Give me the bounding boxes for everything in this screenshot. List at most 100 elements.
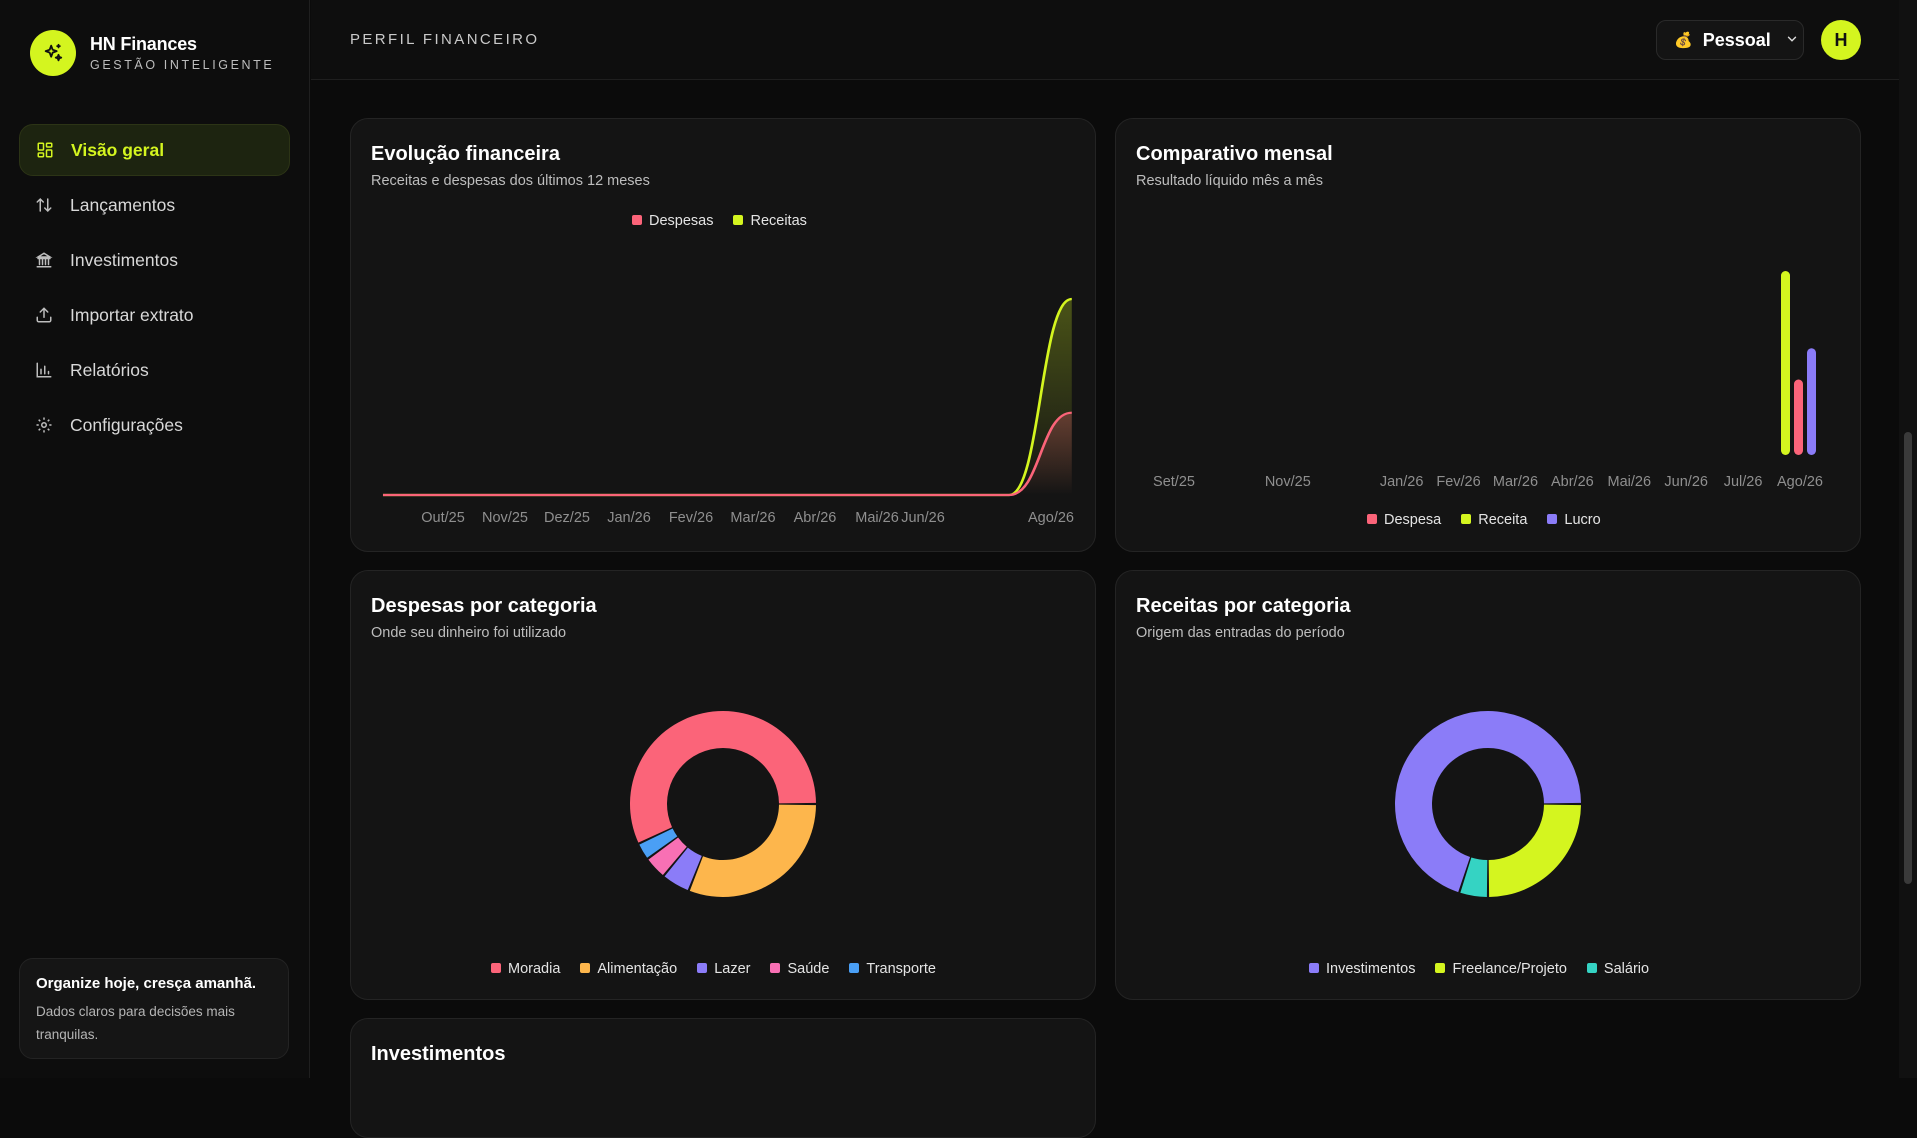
sidebar: HN Finances GESTÃO INTELIGENTE Visão ger…: [0, 0, 310, 1078]
legend-item-receitas[interactable]: Receitas: [733, 213, 807, 229]
slice-freelance-projeto: [1488, 804, 1581, 897]
x-tick-label: Jul/26: [1724, 474, 1763, 490]
legend-label: Alimentação: [597, 961, 678, 977]
sidebar-item-label: Relatórios: [70, 359, 149, 380]
scrollbar-thumb[interactable]: [1904, 432, 1912, 884]
legend-label: Receitas: [750, 213, 807, 229]
bar-despesa: [1794, 379, 1803, 455]
legend-item-despesas[interactable]: Despesas: [632, 213, 713, 229]
profile-select-value: Pessoal: [1702, 29, 1771, 50]
page-scrollbar[interactable]: [1899, 0, 1917, 1078]
chart-legend: Investimentos Freelance/Projeto Salário: [1309, 961, 1649, 977]
receitas-donut-chart: [1395, 711, 1581, 897]
bar-receita: [1781, 271, 1790, 455]
sidebar-item-label: Importar extrato: [70, 304, 194, 325]
card-title: Investimentos: [371, 1043, 506, 1065]
bar-chart-icon: [34, 360, 54, 380]
legend-label: Saúde: [787, 961, 830, 977]
legend-label: Transporte: [866, 961, 936, 977]
legend-item-freelance[interactable]: Freelance/Projeto: [1435, 961, 1567, 977]
sidebar-nav: Visão geral Lançamentos Investimentos Im…: [19, 124, 290, 454]
brand[interactable]: HN Finances GESTÃO INTELIGENTE: [30, 30, 274, 76]
receitas-card: Receitas por categoria Origem das entrad…: [1115, 570, 1861, 1000]
grid-icon: [35, 140, 55, 160]
card-subtitle: Onde seu dinheiro foi utilizado: [371, 625, 567, 641]
upload-icon: [34, 305, 54, 325]
arrows-updown-icon: [34, 195, 54, 215]
legend-item-investimentos[interactable]: Investimentos: [1309, 961, 1415, 977]
x-tick-label: Mar/26: [730, 510, 775, 526]
legend-item-moradia[interactable]: Moradia: [491, 961, 560, 977]
sidebar-item-visao-geral[interactable]: Visão geral: [19, 124, 290, 176]
page-title: PERFIL FINANCEIRO: [350, 31, 540, 48]
legend-label: Despesa: [1384, 512, 1442, 528]
legend-item-receita[interactable]: Receita: [1461, 512, 1527, 528]
slice-transporte: [639, 828, 678, 858]
gear-icon: [34, 415, 54, 435]
legend-label: Moradia: [508, 961, 561, 977]
legend-label: Lucro: [1564, 512, 1601, 528]
series-line-receitas: [382, 297, 1073, 497]
brand-name: HN Finances: [90, 34, 197, 54]
chart-legend: Despesa Receita Lucro: [1367, 512, 1601, 528]
x-tick-label: Dez/25: [544, 510, 590, 526]
card-title: Evolução financeira: [371, 143, 560, 165]
x-tick-label: Fev/26: [1436, 474, 1480, 490]
legend-label: Investimentos: [1326, 961, 1416, 977]
chart-legend: Despesas Receitas: [632, 213, 807, 229]
x-tick-label: Abr/26: [794, 510, 837, 526]
slice-alimenta-o: [689, 804, 816, 897]
legend-item-alimentacao[interactable]: Alimentação: [580, 961, 677, 977]
card-title: Receitas por categoria: [1136, 595, 1351, 617]
profile-select[interactable]: 💰 Pessoal: [1656, 20, 1804, 60]
investimentos-card: Investimentos: [350, 1018, 1096, 1138]
card-title: Despesas por categoria: [371, 595, 597, 617]
legend-item-lucro[interactable]: Lucro: [1547, 512, 1601, 528]
sidebar-item-investimentos[interactable]: Investimentos: [19, 234, 290, 286]
x-tick-label: Mar/26: [1493, 474, 1538, 490]
legend-item-lazer[interactable]: Lazer: [697, 961, 750, 977]
x-tick-label: Nov/25: [1265, 474, 1311, 490]
promo-title: Organize hoje, cresça amanhã.: [36, 975, 257, 992]
bank-icon: [34, 250, 54, 270]
legend-item-transporte[interactable]: Transporte: [849, 961, 936, 977]
sidebar-item-label: Investimentos: [70, 249, 178, 270]
sidebar-item-configuracoes[interactable]: Configurações: [19, 399, 290, 451]
x-tick-label: Set/25: [1153, 474, 1195, 490]
x-tick-label: Out/25: [421, 510, 465, 526]
x-tick-label: Mai/26: [1608, 474, 1652, 490]
x-tick-label: Mai/26: [855, 510, 899, 526]
x-tick-label: Abr/26: [1551, 474, 1594, 490]
sidebar-item-relatorios[interactable]: Relatórios: [19, 344, 290, 396]
legend-label: Lazer: [714, 961, 751, 977]
legend-item-despesa[interactable]: Despesa: [1367, 512, 1441, 528]
x-tick-label: Ago/26: [1028, 510, 1074, 526]
slice-sal-rio: [1460, 857, 1488, 897]
brand-tagline: GESTÃO INTELIGENTE: [90, 58, 275, 72]
x-tick-label: Jun/26: [1664, 474, 1708, 490]
series-line-despesas: [382, 411, 1073, 497]
legend-label: Freelance/Projeto: [1452, 961, 1567, 977]
series-area-receitas: [382, 299, 1072, 495]
x-tick-label: Ago/26: [1777, 474, 1823, 490]
card-subtitle: Origem das entradas do período: [1136, 625, 1345, 641]
evolucao-card: Evolução financeira Receitas e despesas …: [350, 118, 1096, 552]
x-tick-label: Jan/26: [607, 510, 651, 526]
legend-label: Receita: [1478, 512, 1528, 528]
sidebar-item-label: Lançamentos: [70, 194, 176, 215]
sidebar-item-label: Configurações: [70, 414, 183, 435]
card-title: Comparativo mensal: [1136, 143, 1333, 165]
chart-legend: Moradia Alimentação Lazer Saúde Transpor…: [491, 961, 936, 977]
avatar[interactable]: H: [1821, 20, 1861, 60]
x-tick-label: Fev/26: [669, 510, 713, 526]
sidebar-item-importar-extrato[interactable]: Importar extrato: [19, 289, 290, 341]
legend-item-salario[interactable]: Salário: [1586, 961, 1650, 977]
promo-card: Organize hoje, cresça amanhã. Dados clar…: [19, 958, 289, 1059]
sidebar-item-lancamentos[interactable]: Lançamentos: [19, 179, 290, 231]
despesas-card: Despesas por categoria Onde seu dinheiro…: [350, 570, 1096, 1000]
legend-label: Salário: [1603, 961, 1650, 977]
sidebar-item-label: Visão geral: [71, 139, 165, 160]
legend-item-saude[interactable]: Saúde: [770, 961, 829, 977]
comparativo-bar-chart: Set/25 Nov/25 Jan/26 Fev/26 Mar/26 Abr/26 Mai/…: [1153, 271, 1823, 490]
series-area-despesas: [382, 412, 1072, 495]
